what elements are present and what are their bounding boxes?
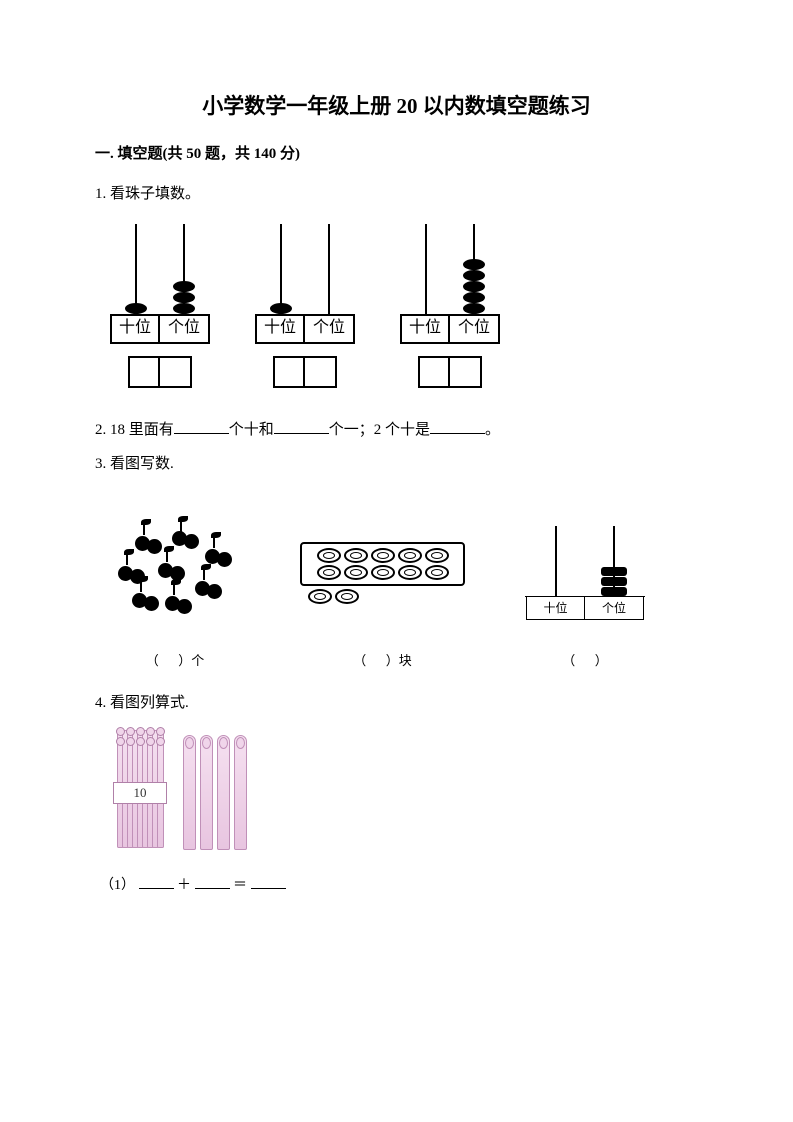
ones-rod (328, 224, 330, 314)
coins-icon (300, 542, 465, 604)
q2: 2. 18 里面有 个十和 个一；2 个十是 。 (95, 418, 698, 442)
tens-label: 十位 (527, 597, 585, 619)
q4-figure: 10 (105, 730, 698, 850)
ones-rod (473, 224, 475, 314)
abacus-labels: 十位 个位 (110, 316, 210, 344)
ones-label: 个位 (450, 316, 498, 342)
tens-label: 十位 (112, 316, 160, 342)
blank-input[interactable] (174, 419, 229, 434)
page-title: 小学数学一年级上册 20 以内数填空题练习 (95, 90, 698, 124)
q2-suffix: 。 (485, 422, 500, 438)
q1-abacus-row: 十位 个位 十位 个位 (110, 226, 698, 388)
blank-input[interactable] (430, 419, 485, 434)
blank-input[interactable] (251, 875, 286, 889)
abacus-2: 十位 个位 (255, 226, 355, 388)
q2-mid1: 个十和 (229, 422, 274, 438)
abacus-frame (110, 226, 210, 316)
blank-input[interactable] (274, 419, 329, 434)
loose-sticks-icon (183, 735, 247, 850)
q2-prefix: 2. 18 里面有 (95, 422, 174, 438)
q3-cherries: （ ）个 (100, 526, 250, 672)
answer-boxes (273, 356, 337, 388)
q3-caption: （ ）个 (146, 651, 205, 672)
answer-boxes (128, 356, 192, 388)
tens-rod (555, 526, 557, 596)
mini-abacus-icon: 十位 个位 (525, 527, 645, 620)
blank-input[interactable] (195, 875, 230, 889)
q2-mid2: 个一；2 个十是 (329, 422, 430, 438)
abacus-frame (255, 226, 355, 316)
ones-label: 个位 (305, 316, 353, 342)
q3-abacus: 十位 个位 （ ） (515, 526, 655, 672)
q3-coins: （ ）块 (290, 526, 475, 672)
q3-caption: （ ）块 (353, 651, 412, 672)
tens-label: 十位 (402, 316, 450, 342)
bundle-label: 10 (113, 782, 167, 804)
answer-boxes (418, 356, 482, 388)
ones-label: 个位 (585, 597, 643, 619)
stick-bundle-icon: 10 (105, 730, 175, 850)
section-header: 一. 填空题(共 50 题，共 140 分) (95, 142, 698, 166)
cherry-cluster-icon (110, 526, 240, 621)
abacus-labels: 十位 个位 (255, 316, 355, 344)
ones-label: 个位 (160, 316, 208, 342)
q4-equation: （1） ＋ ＝ (100, 875, 698, 897)
abacus-frame (400, 226, 500, 316)
blank-input[interactable] (139, 875, 174, 889)
abacus-1: 十位 个位 (110, 226, 210, 388)
q4-text: 4. 看图列算式. (95, 691, 698, 715)
tens-rod (425, 224, 427, 314)
tens-rod (280, 224, 282, 314)
abacus-labels: 十位 个位 (400, 316, 500, 344)
ones-rod (613, 526, 615, 596)
q1-text: 1. 看珠子填数。 (95, 182, 698, 206)
tens-rod (135, 224, 137, 314)
q3-caption: （ ） (562, 651, 608, 672)
q3-row: （ ）个 （ ）块 (100, 526, 698, 672)
ones-rod (183, 224, 185, 314)
abacus-3: 十位 个位 (400, 226, 500, 388)
q3-text: 3. 看图写数. (95, 452, 698, 476)
tens-label: 十位 (257, 316, 305, 342)
